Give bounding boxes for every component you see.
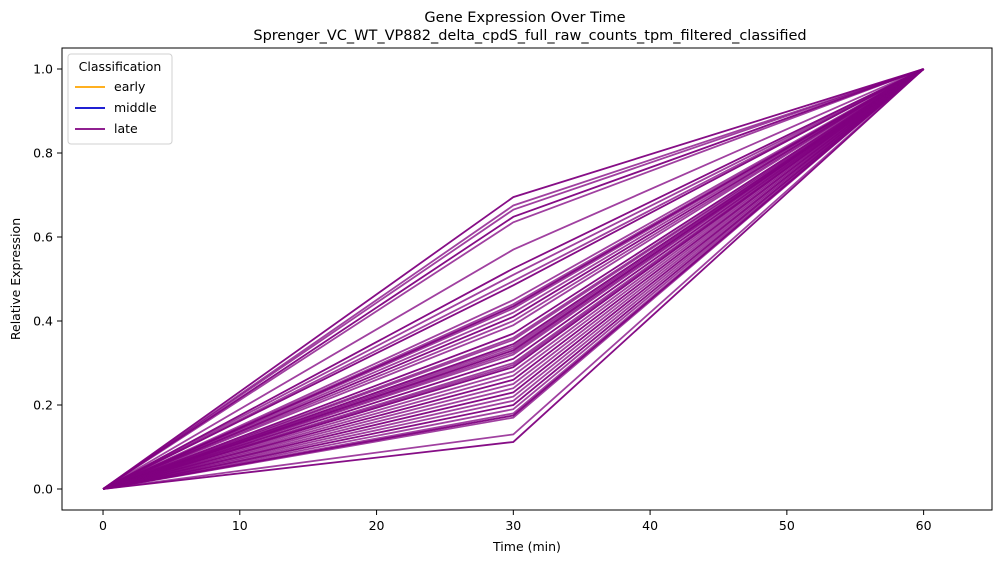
series-line (102, 68, 925, 490)
series-line (102, 68, 925, 490)
plot-frame (61, 47, 993, 511)
x-tick-label: 0 (99, 518, 107, 533)
series-line (102, 68, 925, 490)
series-line (102, 68, 925, 490)
y-tick-label: 1.0 (33, 62, 53, 77)
y-tick-label: 0.8 (33, 146, 53, 161)
x-tick-label: 60 (916, 518, 932, 533)
series-line (102, 68, 925, 490)
series-line (102, 68, 925, 490)
series-line (102, 68, 925, 490)
series-line (102, 68, 925, 490)
series-lines (102, 68, 925, 490)
series-line (102, 68, 924, 490)
series-line (102, 68, 925, 490)
chart-subtitle: Sprenger_VC_WT_VP882_delta_cpdS_full_raw… (253, 28, 806, 44)
legend-label-middle: middle (114, 100, 157, 115)
x-tick-label: 50 (779, 518, 795, 533)
series-line (102, 68, 925, 490)
series-line (102, 68, 925, 490)
series-line (102, 68, 925, 490)
y-axis-label: Relative Expression (8, 218, 23, 340)
series-line (102, 68, 925, 490)
legend-label-late: late (114, 121, 138, 136)
series-line (102, 68, 925, 490)
series-line (102, 68, 925, 490)
y-tick-label: 0.6 (33, 230, 53, 245)
x-tick-label: 10 (232, 518, 248, 533)
axis-ticks: 0 10 20 30 40 50 60 0.0 0.2 0.4 0.6 0.8 1.0 (33, 62, 932, 534)
legend-label-early: early (114, 79, 146, 94)
x-tick-label: 40 (642, 518, 658, 533)
series-line (102, 68, 925, 490)
y-tick-label: 0.2 (33, 398, 53, 413)
series-line (102, 68, 925, 490)
legend: Classification early middle late (67, 53, 173, 145)
series-line (102, 68, 924, 490)
series-line (102, 68, 924, 490)
series-line (102, 68, 925, 490)
series-line (102, 68, 925, 490)
series-line (102, 68, 925, 490)
series-line (102, 68, 924, 490)
series-line (102, 68, 925, 490)
legend-box (67, 53, 173, 145)
series-line (102, 68, 924, 490)
series-line (102, 68, 925, 490)
series-line (102, 68, 925, 490)
series-line (102, 68, 925, 490)
x-tick-label: 20 (369, 518, 385, 533)
series-line (102, 68, 925, 490)
series-line (102, 68, 925, 490)
x-axis-label: Time (min) (492, 539, 561, 554)
x-tick-label: 30 (505, 518, 521, 533)
series-line (102, 68, 924, 490)
legend-title: Classification (79, 59, 162, 74)
series-line (102, 68, 925, 490)
series-line (102, 68, 925, 490)
y-tick-label: 0.4 (33, 314, 53, 329)
y-tick-label: 0.0 (33, 482, 53, 497)
chart-title: Gene Expression Over Time (424, 10, 625, 26)
